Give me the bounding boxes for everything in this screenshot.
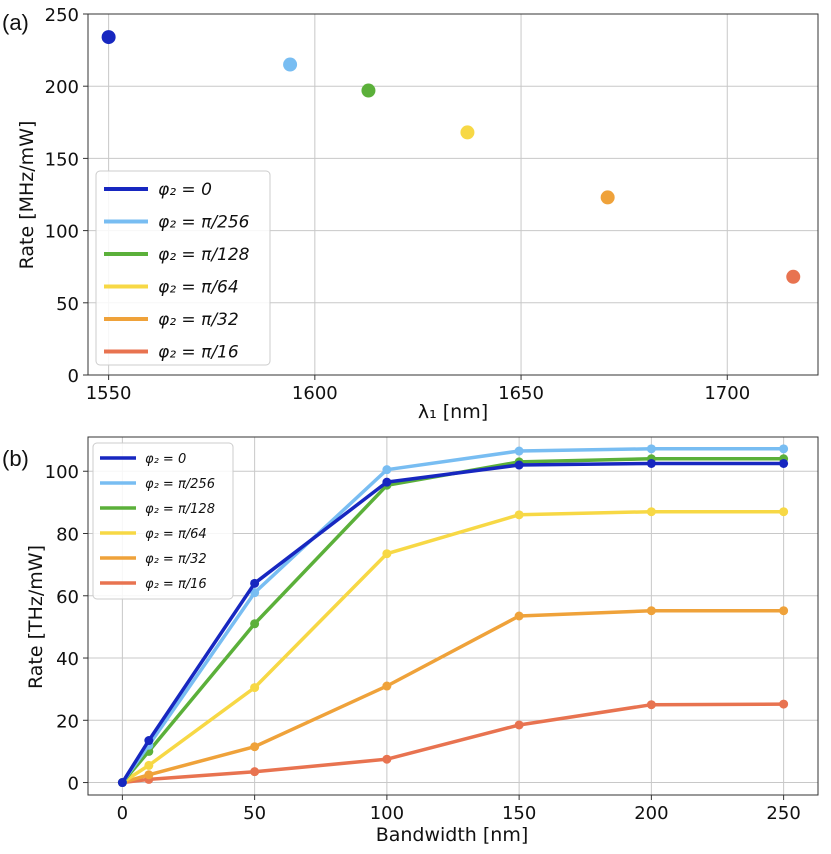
panel-b-ytick-label: 100 (45, 462, 79, 483)
panel-b-ytick-label: 0 (68, 774, 79, 795)
panel-b-legend-label: φ₂ = π/256 (145, 477, 215, 492)
panel-b-xtick-label: 150 (502, 803, 536, 824)
panel-b-point (514, 611, 524, 621)
panel-a-ylabel: Rate [MHz/mW] (16, 121, 38, 270)
panel-b-point (382, 465, 392, 475)
panel-b-legend-label: φ₂ = π/32 (145, 552, 207, 567)
panel-b-point (382, 549, 392, 559)
panel-a-markers (101, 30, 801, 284)
panel-b-point (779, 699, 789, 709)
panel-b-point (646, 444, 656, 454)
panel-b-lines (117, 444, 789, 788)
panel-b-point (250, 767, 260, 777)
panel-a-legend-label: φ₂ = π/64 (158, 278, 239, 298)
panel-b-point (382, 754, 392, 764)
panel-b-ytick-label: 80 (56, 525, 79, 546)
panel-b-point (646, 458, 656, 468)
panel-b-point (646, 606, 656, 616)
panel-b-ytick-label: 40 (56, 649, 79, 670)
panel-a-ytick-label: 50 (56, 294, 79, 315)
panel-b-point (250, 588, 260, 598)
panel-b-point (144, 760, 154, 770)
panel-b-plot-area (87, 436, 819, 796)
panel-a-point (786, 269, 801, 284)
panel-b-ylabel: Rate [THz/mW] (25, 545, 47, 689)
panel-a-legend-label: φ₂ = π/16 (158, 343, 239, 363)
panel-b-xtick-label: 200 (634, 803, 668, 824)
panel-a-xtick-label: 1550 (86, 383, 132, 404)
panel-b-point (514, 446, 524, 456)
panel-a-ytick-label: 0 (68, 366, 79, 387)
panel-a-xtick-label: 1700 (704, 383, 750, 404)
panel-b-point (514, 510, 524, 520)
panel-b-legend-label: φ₂ = π/128 (145, 502, 215, 517)
panel-b-ytick-label: 60 (56, 587, 79, 608)
panel-b-legend: φ₂ = 0 φ₂ = π/256 φ₂ = π/128 φ₂ = π/64 φ₂ = … (92, 442, 234, 600)
panel-a-legend-label: φ₂ = π/128 (158, 245, 250, 265)
panel-b-xtick-label: 100 (370, 803, 404, 824)
panel-b-point (250, 742, 260, 752)
panel-b-point (779, 458, 789, 468)
panel-b-ticks: 0 50 100 150 200 250 0 20 40 60 80 100 (45, 462, 801, 824)
panel-a-point (460, 125, 475, 140)
panel-b-point (514, 460, 524, 470)
panel-a-ytick-label: 250 (45, 5, 79, 26)
panel-b-point (779, 444, 789, 454)
panel-b-legend-label: φ₂ = π/16 (145, 577, 207, 592)
panel-b-point (779, 606, 789, 616)
panel-a-xtick-label: 1650 (498, 383, 544, 404)
panel-b-series-line (121, 608, 784, 785)
panel-b-point (144, 770, 154, 780)
panel-b-point (144, 736, 154, 746)
panel-a-point (600, 190, 615, 205)
panel-b-xlabel: Bandwidth [nm] (376, 824, 529, 846)
panel-a-ytick-label: 100 (45, 222, 79, 243)
panel-a-point (361, 83, 376, 98)
panel-b-xtick-label: 250 (766, 803, 800, 824)
panel-b-point (779, 507, 789, 517)
panel-b-label: (b) (2, 446, 29, 471)
panel-a-point (101, 30, 116, 45)
panel-b-xtick-label: 50 (243, 803, 266, 824)
panel-b-point (646, 507, 656, 517)
panel-b-series-line (122, 702, 784, 785)
panel-b-point (382, 477, 392, 487)
panel-a-ytick-label: 200 (45, 77, 79, 98)
panel-a-ytick-label: 150 (45, 149, 79, 170)
panel-b-ytick-label: 20 (56, 711, 79, 732)
panel-a-point (283, 57, 298, 72)
panel-b-point (646, 700, 656, 710)
panel-b-xtick-label: 0 (117, 803, 128, 824)
panel-a-plot-area (87, 13, 819, 376)
panel-a-legend-label: φ₂ = π/256 (158, 213, 250, 233)
panel-a-xtick-label: 1600 (292, 383, 338, 404)
panel-a-xlabel: λ₁ [nm] (418, 401, 488, 423)
panel-a-legend: φ₂ = 0 φ₂ = π/256 φ₂ = π/128 φ₂ = π/64 φ₂ = … (95, 170, 271, 366)
panel-b-point (250, 578, 260, 588)
panel-a-label: (a) (2, 10, 29, 35)
panel-b-legend-label: φ₂ = 0 (145, 452, 186, 467)
panel-b-point (514, 720, 524, 730)
panel-a: (a) 1550 1600 1650 1700 0 50 100 150 200 250 λ₁ [… (2, 5, 819, 423)
panel-b-point (250, 619, 260, 629)
panel-a-ticks: 1550 1600 1650 1700 0 50 100 150 200 250 (45, 5, 751, 404)
panel-b-point (382, 681, 392, 691)
panel-a-legend-box (95, 170, 271, 366)
panel-a-legend-label: φ₂ = 0 (158, 180, 212, 200)
panel-b: (b) 0 50 100 150 200 250 0 20 40 60 80 100 Bandwidt… (2, 436, 819, 846)
panel-b-point (250, 683, 260, 693)
panel-b-legend-label: φ₂ = π/64 (145, 527, 207, 542)
panel-a-legend-label: φ₂ = π/32 (158, 310, 239, 330)
panel-b-point (117, 778, 127, 788)
